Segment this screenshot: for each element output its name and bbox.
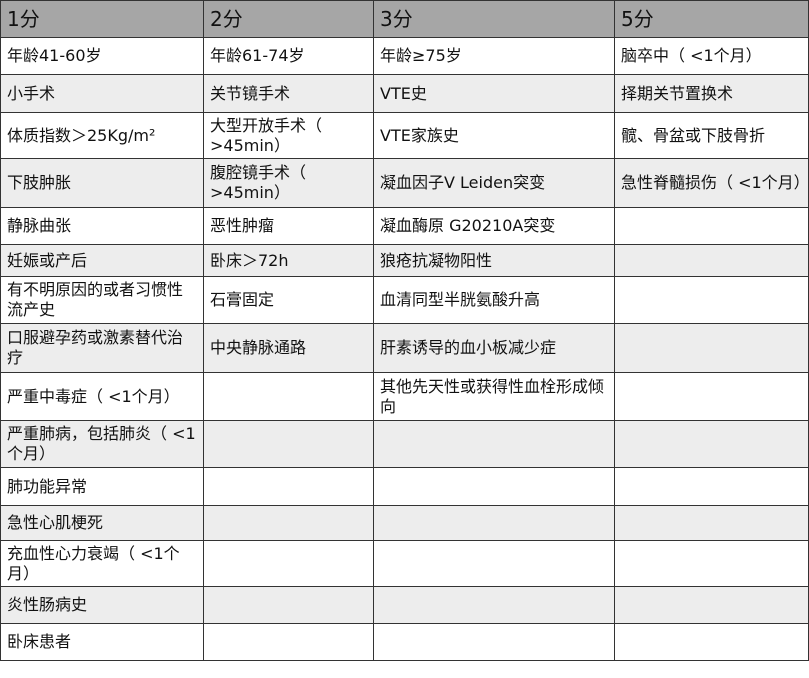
table-row: 年龄41-60岁 年龄61-74岁 年龄≥75岁 脑卒中（ <1个月）: [0, 37, 809, 75]
table-cell: 肺功能异常: [0, 467, 204, 506]
table-cell: 下肢肿胀: [0, 158, 204, 208]
table-cell: 急性脊髓损伤（ <1个月）: [614, 158, 809, 208]
table-cell: 炎性肠病史: [0, 586, 204, 624]
table-cell: 关节镜手术: [203, 74, 374, 113]
table-row: 体质指数＞25Kg/m² 大型开放手术（ >45min） VTE家族史 髋、骨盆或下肢…: [0, 112, 809, 159]
table-cell: [203, 467, 374, 506]
table-cell: [614, 586, 809, 624]
table-cell: 口服避孕药或激素替代治疗: [0, 323, 204, 373]
table-cell: VTE家族史: [373, 112, 615, 159]
table-cell: [203, 420, 374, 468]
table-cell: 凝血酶原 G20210A突变: [373, 207, 615, 245]
table-cell: 恶性肿瘤: [203, 207, 374, 245]
table-cell: [373, 623, 615, 661]
table-cell: 充血性心力衰竭（ <1个月）: [0, 540, 204, 587]
table-cell: 石膏固定: [203, 276, 374, 324]
header-row: 1分 2分 3分 5分: [0, 0, 809, 38]
table-cell: 脑卒中（ <1个月）: [614, 37, 809, 75]
header-cell: 2分: [203, 0, 374, 38]
table-row: 下肢肿胀 腹腔镜手术（ >45min） 凝血因子V Leiden突变 急性脊髓损伤（ …: [0, 158, 809, 208]
table-row: 有不明原因的或者习惯性流产史 石膏固定 血清同型半胱氨酸升高: [0, 276, 809, 324]
table-cell: [373, 540, 615, 587]
table-cell: [614, 276, 809, 324]
table-cell: [614, 505, 809, 541]
header-cell: 1分: [0, 0, 204, 38]
table-row: 妊娠或产后 卧床＞72h 狼疮抗凝物阳性: [0, 244, 809, 277]
table-cell: [614, 420, 809, 468]
table-row: 严重肺病，包括肺炎（ <1个月）: [0, 420, 809, 468]
table-cell: 年龄41-60岁: [0, 37, 204, 75]
table-cell: [203, 372, 374, 421]
table-cell: [614, 323, 809, 373]
table-row: 急性心肌梗死: [0, 505, 809, 541]
table-cell: 髋、骨盆或下肢骨折: [614, 112, 809, 159]
header-cell: 5分: [614, 0, 809, 38]
table-cell: 凝血因子V Leiden突变: [373, 158, 615, 208]
table-cell: 严重中毒症（ <1个月）: [0, 372, 204, 421]
table-cell: 卧床患者: [0, 623, 204, 661]
table-cell: 年龄61-74岁: [203, 37, 374, 75]
table-cell: [373, 505, 615, 541]
table-cell: 静脉曲张: [0, 207, 204, 245]
table-cell: 卧床＞72h: [203, 244, 374, 277]
table-cell: [203, 586, 374, 624]
table-cell: [614, 207, 809, 245]
table-cell: [203, 540, 374, 587]
table-row: 口服避孕药或激素替代治疗 中央静脉通路 肝素诱导的血小板减少症: [0, 323, 809, 373]
table-cell: [614, 244, 809, 277]
table-cell: 大型开放手术（ >45min）: [203, 112, 374, 159]
table-row: 肺功能异常: [0, 467, 809, 506]
table-cell: 其他先天性或获得性血栓形成倾向: [373, 372, 615, 421]
table-row: 卧床患者: [0, 623, 809, 661]
table-cell: [203, 623, 374, 661]
risk-score-table: 1分 2分 3分 5分 年龄41-60岁 年龄61-74岁 年龄≥75岁 脑卒中（ <…: [0, 0, 809, 661]
table-cell: [373, 467, 615, 506]
table-row: 炎性肠病史: [0, 586, 809, 624]
table-row: 静脉曲张 恶性肿瘤 凝血酶原 G20210A突变: [0, 207, 809, 245]
table-cell: 急性心肌梗死: [0, 505, 204, 541]
table-cell: [373, 586, 615, 624]
table-cell: 体质指数＞25Kg/m²: [0, 112, 204, 159]
table-row: 严重中毒症（ <1个月） 其他先天性或获得性血栓形成倾向: [0, 372, 809, 421]
table-cell: [614, 467, 809, 506]
table-cell: 狼疮抗凝物阳性: [373, 244, 615, 277]
table-cell: 中央静脉通路: [203, 323, 374, 373]
table-cell: VTE史: [373, 74, 615, 113]
table-cell: 小手术: [0, 74, 204, 113]
table-cell: [203, 505, 374, 541]
table-row: 充血性心力衰竭（ <1个月）: [0, 540, 809, 587]
table-cell: 年龄≥75岁: [373, 37, 615, 75]
table-row: 小手术 关节镜手术 VTE史 择期关节置换术: [0, 74, 809, 113]
table-cell: 妊娠或产后: [0, 244, 204, 277]
table-cell: 肝素诱导的血小板减少症: [373, 323, 615, 373]
table-cell: 腹腔镜手术（ >45min）: [203, 158, 374, 208]
header-cell: 3分: [373, 0, 615, 38]
table-cell: [614, 372, 809, 421]
table-cell: 严重肺病，包括肺炎（ <1个月）: [0, 420, 204, 468]
table-cell: [614, 623, 809, 661]
table-cell: 择期关节置换术: [614, 74, 809, 113]
table-cell: [614, 540, 809, 587]
table-cell: [373, 420, 615, 468]
table-cell: 有不明原因的或者习惯性流产史: [0, 276, 204, 324]
table-cell: 血清同型半胱氨酸升高: [373, 276, 615, 324]
